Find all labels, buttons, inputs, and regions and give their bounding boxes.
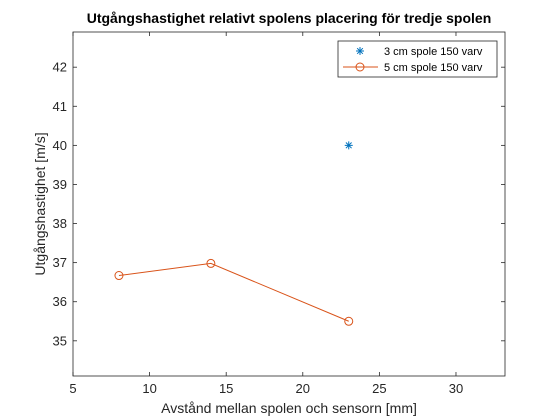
chart-title: Utgångshastighet relativt spolens placer… (87, 10, 492, 26)
y-tick-label: 42 (53, 60, 67, 75)
y-tick-label: 38 (53, 216, 67, 231)
series-0-point-0 (345, 141, 353, 149)
y-tick-label: 39 (53, 177, 67, 192)
legend-label-5cm-spole: 5 cm spole 150 varv (384, 62, 483, 74)
legend: 3 cm spole 150 varv 5 cm spole 150 varv (338, 41, 497, 77)
y-tick-label: 40 (53, 138, 67, 153)
x-tick-label: 15 (219, 381, 233, 396)
x-axis-label: Avstånd mellan spolen och sensorn [mm] (161, 400, 417, 416)
y-tick-label: 37 (53, 255, 67, 270)
y-tick-label: 36 (53, 294, 67, 309)
x-tick-label: 20 (296, 381, 310, 396)
legend-label-3cm-spole: 3 cm spole 150 varv (384, 46, 483, 58)
legend-marker-0 (356, 47, 364, 55)
y-tick-label: 35 (53, 333, 67, 348)
plot-area (73, 32, 505, 376)
x-tick-label: 25 (372, 381, 386, 396)
y-tick-label: 41 (53, 99, 67, 114)
x-tick-label: 10 (142, 381, 156, 396)
legend-swatch-3cm-spole (356, 47, 364, 55)
x-tick-label: 5 (69, 381, 76, 396)
x-tick-label: 30 (449, 381, 463, 396)
y-axis-label: Utgångshastighet [m/s] (32, 132, 48, 275)
